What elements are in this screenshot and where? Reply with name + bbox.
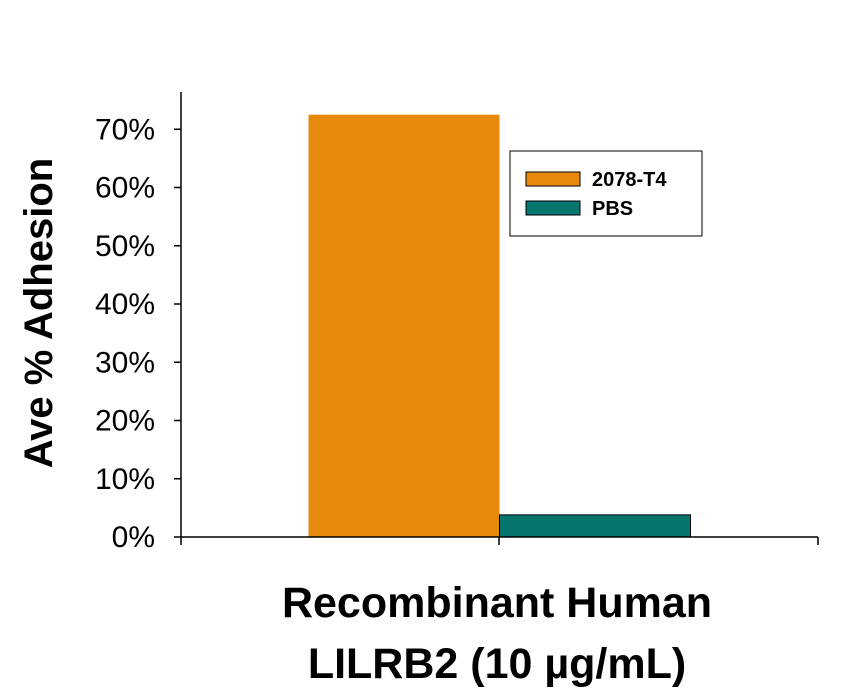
bars — [308, 114, 691, 538]
bar-2078-t4 — [308, 114, 500, 537]
legend-swatch-pbs — [525, 200, 581, 216]
y-tick-label: 30% — [95, 346, 155, 379]
legend-swatch-2078-t4 — [525, 171, 581, 187]
y-tick-label: 10% — [95, 463, 155, 496]
y-axis-title: Ave % Adhesion — [17, 158, 61, 468]
legend-label-2078-t4: 2078-T4 — [592, 169, 667, 191]
x-axis-title-line-2: LILRB2 (10 µg/mL) — [308, 640, 686, 688]
y-axis-ticks: 0% 10% 20% 30% 40% 50% 60% 70% — [95, 113, 181, 554]
y-tick-label: 50% — [95, 230, 155, 263]
legend-box — [509, 150, 703, 237]
y-tick-label: 0% — [112, 521, 155, 554]
legend-label-pbs: PBS — [592, 198, 633, 220]
legend: 2078-T4 PBS — [509, 150, 703, 237]
y-tick-label: 60% — [95, 172, 155, 205]
x-axis-title-line-1: Recombinant Human — [282, 579, 712, 627]
y-tick-label: 70% — [95, 113, 155, 146]
y-tick-label: 20% — [95, 405, 155, 438]
y-tick-label: 40% — [95, 288, 155, 321]
bar-pbs — [499, 514, 691, 538]
